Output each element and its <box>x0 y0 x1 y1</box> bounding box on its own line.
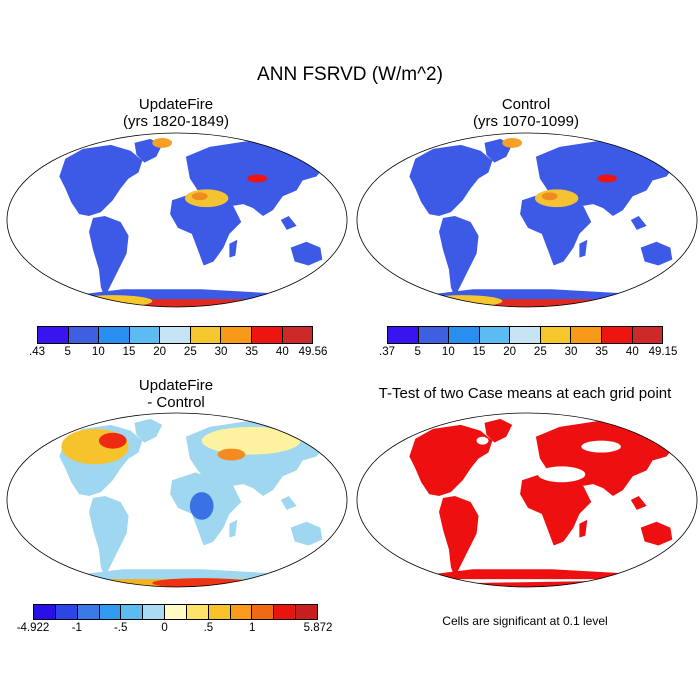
colorbar-label: 1 <box>249 622 256 634</box>
panel-title-line1: Control <box>501 96 551 113</box>
colorbar-label: 30 <box>564 346 578 358</box>
colorbar-swatch <box>296 605 317 619</box>
panel-title-line1: UpdateFire <box>138 96 214 113</box>
colorbar-swatch <box>571 327 602 343</box>
colorbar-swatch <box>160 327 191 343</box>
colorbar-label: 30 <box>214 346 228 358</box>
colorbar-label: 15 <box>472 346 486 358</box>
colorbar-label: .43 <box>29 346 45 358</box>
colorbar-label: 0 <box>161 622 168 634</box>
colorbar-swatch <box>251 327 283 343</box>
colorbar-swatch <box>55 605 78 619</box>
colorbar-swatch <box>388 327 419 343</box>
panel-title-ttest: T-Test of two Case means at each grid po… <box>350 385 700 402</box>
colorbar-swatch <box>540 327 572 343</box>
colorbar-swatch <box>68 327 100 343</box>
map-updatefire <box>6 132 348 308</box>
map-ttest-significance <box>356 412 698 588</box>
colorbar-swatch <box>186 605 209 619</box>
colorbar-swatch <box>34 605 56 619</box>
colorbar-swatch <box>418 327 450 343</box>
figure-title: ANN FSRVD (W/m^2) <box>257 64 443 85</box>
colorbar-swatch <box>99 327 130 343</box>
colorbar-label: 10 <box>91 346 105 358</box>
colorbar-label: 49.15 <box>648 346 678 358</box>
colorbar-swatch <box>129 327 161 343</box>
colorbar-swatch <box>230 605 253 619</box>
colorbar-swatch <box>221 327 252 343</box>
colorbar-swatch <box>479 327 511 343</box>
colorbar-label: 5 <box>414 346 421 358</box>
colorbar-label: 5.872 <box>303 622 333 634</box>
map-difference <box>6 412 348 588</box>
colorbar-label: -4.922 <box>16 622 50 634</box>
colorbar-swatch <box>99 605 122 619</box>
colorbar-label: 40 <box>625 346 639 358</box>
colorbar-swatch <box>77 605 100 619</box>
colorbar-swatch <box>165 605 187 619</box>
colorbar-label: 35 <box>595 346 609 358</box>
colorbar-control <box>387 326 663 344</box>
panel-title-line1: T-Test of two Case means at each grid po… <box>378 385 672 402</box>
panel-title-line2: (yrs 1070-1099) <box>473 113 579 130</box>
panel-title-line1: UpdateFire <box>138 377 214 394</box>
colorbar-swatch <box>632 327 663 343</box>
colorbar-label: 20 <box>153 346 167 358</box>
panel-title-updatefire: UpdateFire (yrs 1820-1849) <box>26 96 326 130</box>
colorbar-label: 20 <box>503 346 517 358</box>
panel-title-difference: UpdateFire - Control <box>26 377 326 411</box>
colorbar-label: 49.56 <box>298 346 328 358</box>
colorbar-updatefire <box>37 326 313 344</box>
colorbar-swatch <box>449 327 480 343</box>
colorbar-swatch <box>510 327 541 343</box>
colorbar-label: 25 <box>533 346 547 358</box>
colorbar-difference <box>33 604 318 620</box>
colorbar-label: .37 <box>379 346 395 358</box>
colorbar-label: -.5 <box>113 622 128 634</box>
colorbar-swatch <box>38 327 69 343</box>
colorbar-label: 5 <box>64 346 71 358</box>
panel-title-control: Control (yrs 1070-1099) <box>376 96 676 130</box>
significance-footnote: Cells are significant at 0.1 level <box>442 614 608 628</box>
colorbar-label: 10 <box>441 346 455 358</box>
colorbar-swatch <box>208 605 231 619</box>
colorbar-swatch <box>601 327 633 343</box>
colorbar-label: 25 <box>183 346 197 358</box>
colorbar-label: 40 <box>275 346 289 358</box>
colorbar-swatch <box>282 327 313 343</box>
colorbar-label: .5 <box>203 622 214 634</box>
panel-title-line2: (yrs 1820-1849) <box>123 113 229 130</box>
colorbar-swatch <box>252 605 275 619</box>
colorbar-swatch <box>143 605 166 619</box>
colorbar-label: 35 <box>245 346 259 358</box>
colorbar-label: 15 <box>122 346 136 358</box>
colorbar-swatch <box>121 605 144 619</box>
colorbar-swatch <box>190 327 222 343</box>
colorbar-label: -1 <box>71 622 82 634</box>
colorbar-swatch <box>274 605 297 619</box>
map-control <box>356 132 698 308</box>
panel-title-line2: - Control <box>147 394 205 411</box>
